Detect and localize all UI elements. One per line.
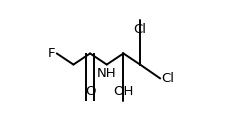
Text: F: F (48, 47, 55, 60)
Text: O: O (84, 85, 95, 98)
Text: Cl: Cl (161, 72, 174, 85)
Text: NH: NH (97, 67, 116, 80)
Text: Cl: Cl (133, 23, 146, 36)
Text: OH: OH (113, 85, 133, 98)
